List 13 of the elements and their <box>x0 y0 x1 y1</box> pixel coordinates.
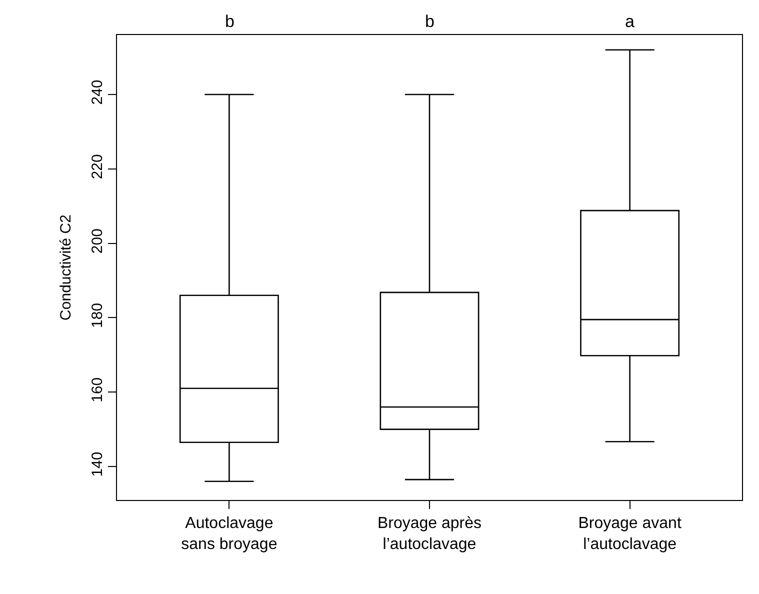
y-tick-label: 240 <box>89 80 106 105</box>
x-tick-label: Broyage après l’autoclavage <box>377 515 482 553</box>
text: b <box>225 12 234 31</box>
y-tick-label: 140 <box>89 452 106 477</box>
x-tick-label: Broyage avant l’autoclavage <box>578 515 682 553</box>
y-axis-title: Conductivité C2 <box>57 214 74 320</box>
text: b <box>425 12 434 31</box>
y-tick-label: 200 <box>89 228 106 254</box>
y-tick-label: 180 <box>89 302 106 328</box>
x-tick-label: Autoclavage sans broyage <box>181 515 278 553</box>
y-tick-label: 160 <box>89 377 106 402</box>
text: a <box>625 12 635 31</box>
y-tick-label: 220 <box>89 154 106 180</box>
